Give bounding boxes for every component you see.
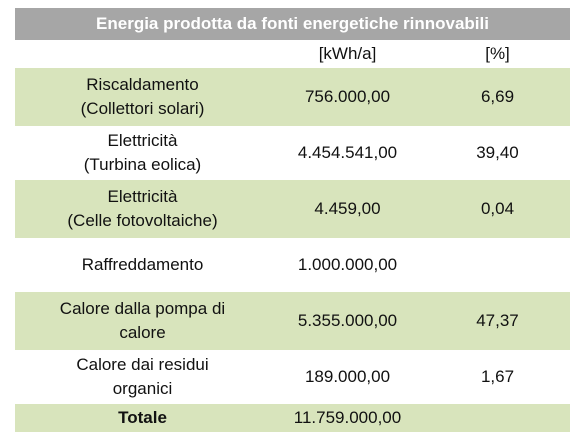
label-line: Riscaldamento (86, 75, 199, 94)
pct-cell: 1,67 (480, 367, 515, 386)
table: Energia prodotta da fonti energetiche ri… (15, 8, 570, 432)
total-kwh: 11.759.000,00 (293, 408, 402, 427)
row-label: Calore dai residui organici (15, 353, 270, 401)
label-line: (Turbina eolica) (83, 155, 202, 174)
row-label: Elettricità (Turbina eolica) (15, 129, 270, 177)
table-row: Elettricità (Celle fotovoltaiche) 4.459,00… (15, 180, 570, 238)
kwh-cell: 1.000.000,00 (297, 255, 398, 274)
row-label: Calore dalla pompa di calore (15, 297, 270, 345)
header-row: [kWh/a] [%] (15, 40, 570, 68)
pct-cell: 47,37 (476, 311, 519, 330)
label-line: (Collettori solari) (80, 99, 205, 118)
total-label: Totale (118, 408, 167, 427)
label-line: Raffreddamento (81, 255, 204, 274)
row-label: Elettricità (Celle fotovoltaiche) (15, 185, 270, 233)
table-row: Elettricità (Turbina eolica) 4.454.541,00 3… (15, 126, 570, 180)
column-header: [%] (485, 44, 510, 63)
kwh-cell: 5.355.000,00 (297, 311, 398, 330)
label-line: Elettricità (107, 131, 178, 150)
row-label: Riscaldamento (Collettori solari) (15, 73, 270, 121)
column-header: [kWh/a] (318, 44, 377, 63)
label-line: Calore dai residui (76, 355, 209, 374)
kwh-cell: 4.454.541,00 (297, 143, 398, 162)
table-row: Calore dalla pompa di calore 5.355.000,00 4… (15, 292, 570, 350)
table-row: Raffreddamento 1.000.000,00 (15, 238, 570, 292)
pct-cell: 39,40 (476, 143, 519, 162)
total-row: Totale 11.759.000,00 (15, 404, 570, 432)
kwh-cell: 4.459,00 (314, 199, 381, 218)
row-label: Raffreddamento (15, 253, 270, 277)
label-line: Calore dalla pompa di (59, 299, 226, 318)
label-line: organici (112, 379, 173, 398)
pct-cell: 0,04 (480, 199, 515, 218)
label-line: Elettricità (107, 187, 178, 206)
pct-cell: 6,69 (480, 87, 515, 106)
table-row: Calore dai residui organici 189.000,00 1,67 (15, 350, 570, 404)
label-line: calore (119, 323, 166, 342)
label-line: (Celle fotovoltaiche) (67, 211, 218, 230)
kwh-cell: 189.000,00 (304, 367, 391, 386)
table-row: Riscaldamento (Collettori solari) 756.000,… (15, 68, 570, 126)
kwh-cell: 756.000,00 (304, 87, 391, 106)
table-title: Energia prodotta da fonti energetiche ri… (15, 8, 570, 40)
